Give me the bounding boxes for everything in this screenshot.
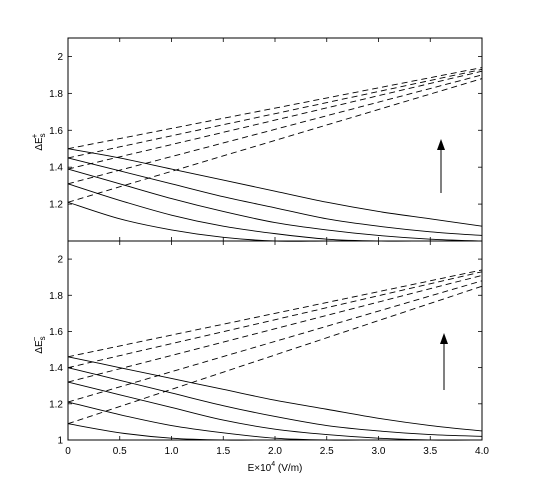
bottom-series-layer bbox=[67, 269, 483, 441]
bottom-ytick-label-1: 1.2 bbox=[49, 399, 63, 410]
top-ytick-label-1: 1.4 bbox=[49, 163, 63, 174]
top-ytick-label-2: 1.6 bbox=[49, 126, 63, 137]
xlabel-part1: E×10 bbox=[248, 463, 272, 474]
top-ytick-label-4: 2 bbox=[57, 52, 63, 63]
bottom-xtick-label-5: 2.5 bbox=[320, 446, 334, 457]
top-series-layer bbox=[67, 67, 483, 242]
bottom-ytick-label-0: 1 bbox=[57, 436, 63, 447]
bottom-axes-frame bbox=[67, 240, 483, 441]
top-series-7 bbox=[67, 68, 483, 159]
top-series-8 bbox=[67, 70, 483, 170]
xlabel-part2: (V/m) bbox=[275, 463, 302, 474]
bottom-series-10 bbox=[67, 285, 483, 425]
bottom-xtick-label-0: 0 bbox=[65, 446, 71, 457]
bottom-ytick-label-2: 1.4 bbox=[49, 363, 63, 374]
bottom-series-8 bbox=[67, 274, 483, 383]
bottom-panel: 1 1.2 1.4 1.6 1.8 2 0 0.5 1.0 1.5 2.0 2.5 3.0 3.5 4.0… bbox=[30, 240, 489, 474]
bottom-xtick-label-4: 2.0 bbox=[268, 446, 282, 457]
bottom-series-7 bbox=[67, 271, 483, 369]
bottom-xtick-layer: 0 0.5 1.0 1.5 2.0 2.5 3.0 3.5 4.0 bbox=[65, 241, 489, 457]
bottom-series-6 bbox=[67, 269, 483, 358]
bottom-xtick-label-1: 0.5 bbox=[113, 446, 127, 457]
top-series-4 bbox=[67, 183, 482, 242]
bottom-ylabel: ΔEs− bbox=[30, 336, 47, 353]
top-arrow bbox=[437, 139, 445, 193]
bottom-xtick-label-8: 4.0 bbox=[475, 446, 489, 457]
bottom-series-1 bbox=[67, 356, 483, 432]
top-series-6 bbox=[67, 67, 483, 150]
bottom-xlabel: E×104 (V/m) bbox=[248, 461, 303, 474]
bottom-ylabel-sub: s bbox=[38, 336, 47, 340]
bottom-ytick-layer: 1 1.2 1.4 1.6 1.8 2 bbox=[49, 255, 482, 447]
bottom-ylabel-sup: − bbox=[30, 336, 39, 341]
top-ytick-label-3: 1.8 bbox=[49, 89, 63, 100]
bottom-ytick-label-5: 2 bbox=[57, 255, 63, 266]
bottom-ytick-label-4: 1.8 bbox=[49, 291, 63, 302]
bottom-arrow-head bbox=[440, 333, 448, 344]
top-ylabel-sup: + bbox=[30, 133, 39, 138]
top-series-10 bbox=[67, 78, 483, 203]
bottom-xtick-label-3: 1.5 bbox=[216, 446, 230, 457]
bottom-ytick-label-3: 1.6 bbox=[49, 327, 63, 338]
top-series-9 bbox=[67, 74, 483, 185]
top-ytick-label-0: 1.2 bbox=[49, 200, 63, 211]
bottom-ylabel-main: ΔE bbox=[34, 340, 45, 354]
top-series-1 bbox=[67, 148, 483, 227]
top-ytick-layer: 1.2 1.4 1.6 1.8 2 bbox=[49, 38, 483, 241]
top-series-3 bbox=[67, 168, 483, 242]
xlabel-exp: 4 bbox=[271, 461, 275, 468]
bottom-xtick-label-6: 3.0 bbox=[372, 446, 386, 457]
top-ylabel: ΔEs+ bbox=[30, 133, 47, 150]
bottom-xtick-label-7: 3.5 bbox=[423, 446, 437, 457]
bottom-xtick-label-2: 1.0 bbox=[165, 446, 179, 457]
top-ylabel-sub: s bbox=[38, 133, 47, 137]
bottom-series-2 bbox=[67, 367, 483, 437]
bottom-series-3 bbox=[67, 381, 483, 441]
bottom-series-9 bbox=[67, 280, 483, 403]
top-axes-frame bbox=[67, 37, 483, 242]
bottom-arrow bbox=[440, 333, 448, 390]
top-panel: 1.2 1.4 1.6 1.8 2 ΔEs+ bbox=[30, 37, 483, 242]
top-ylabel-main: ΔE bbox=[34, 137, 45, 151]
top-arrow-head bbox=[437, 139, 445, 150]
top-series-2 bbox=[67, 157, 483, 236]
